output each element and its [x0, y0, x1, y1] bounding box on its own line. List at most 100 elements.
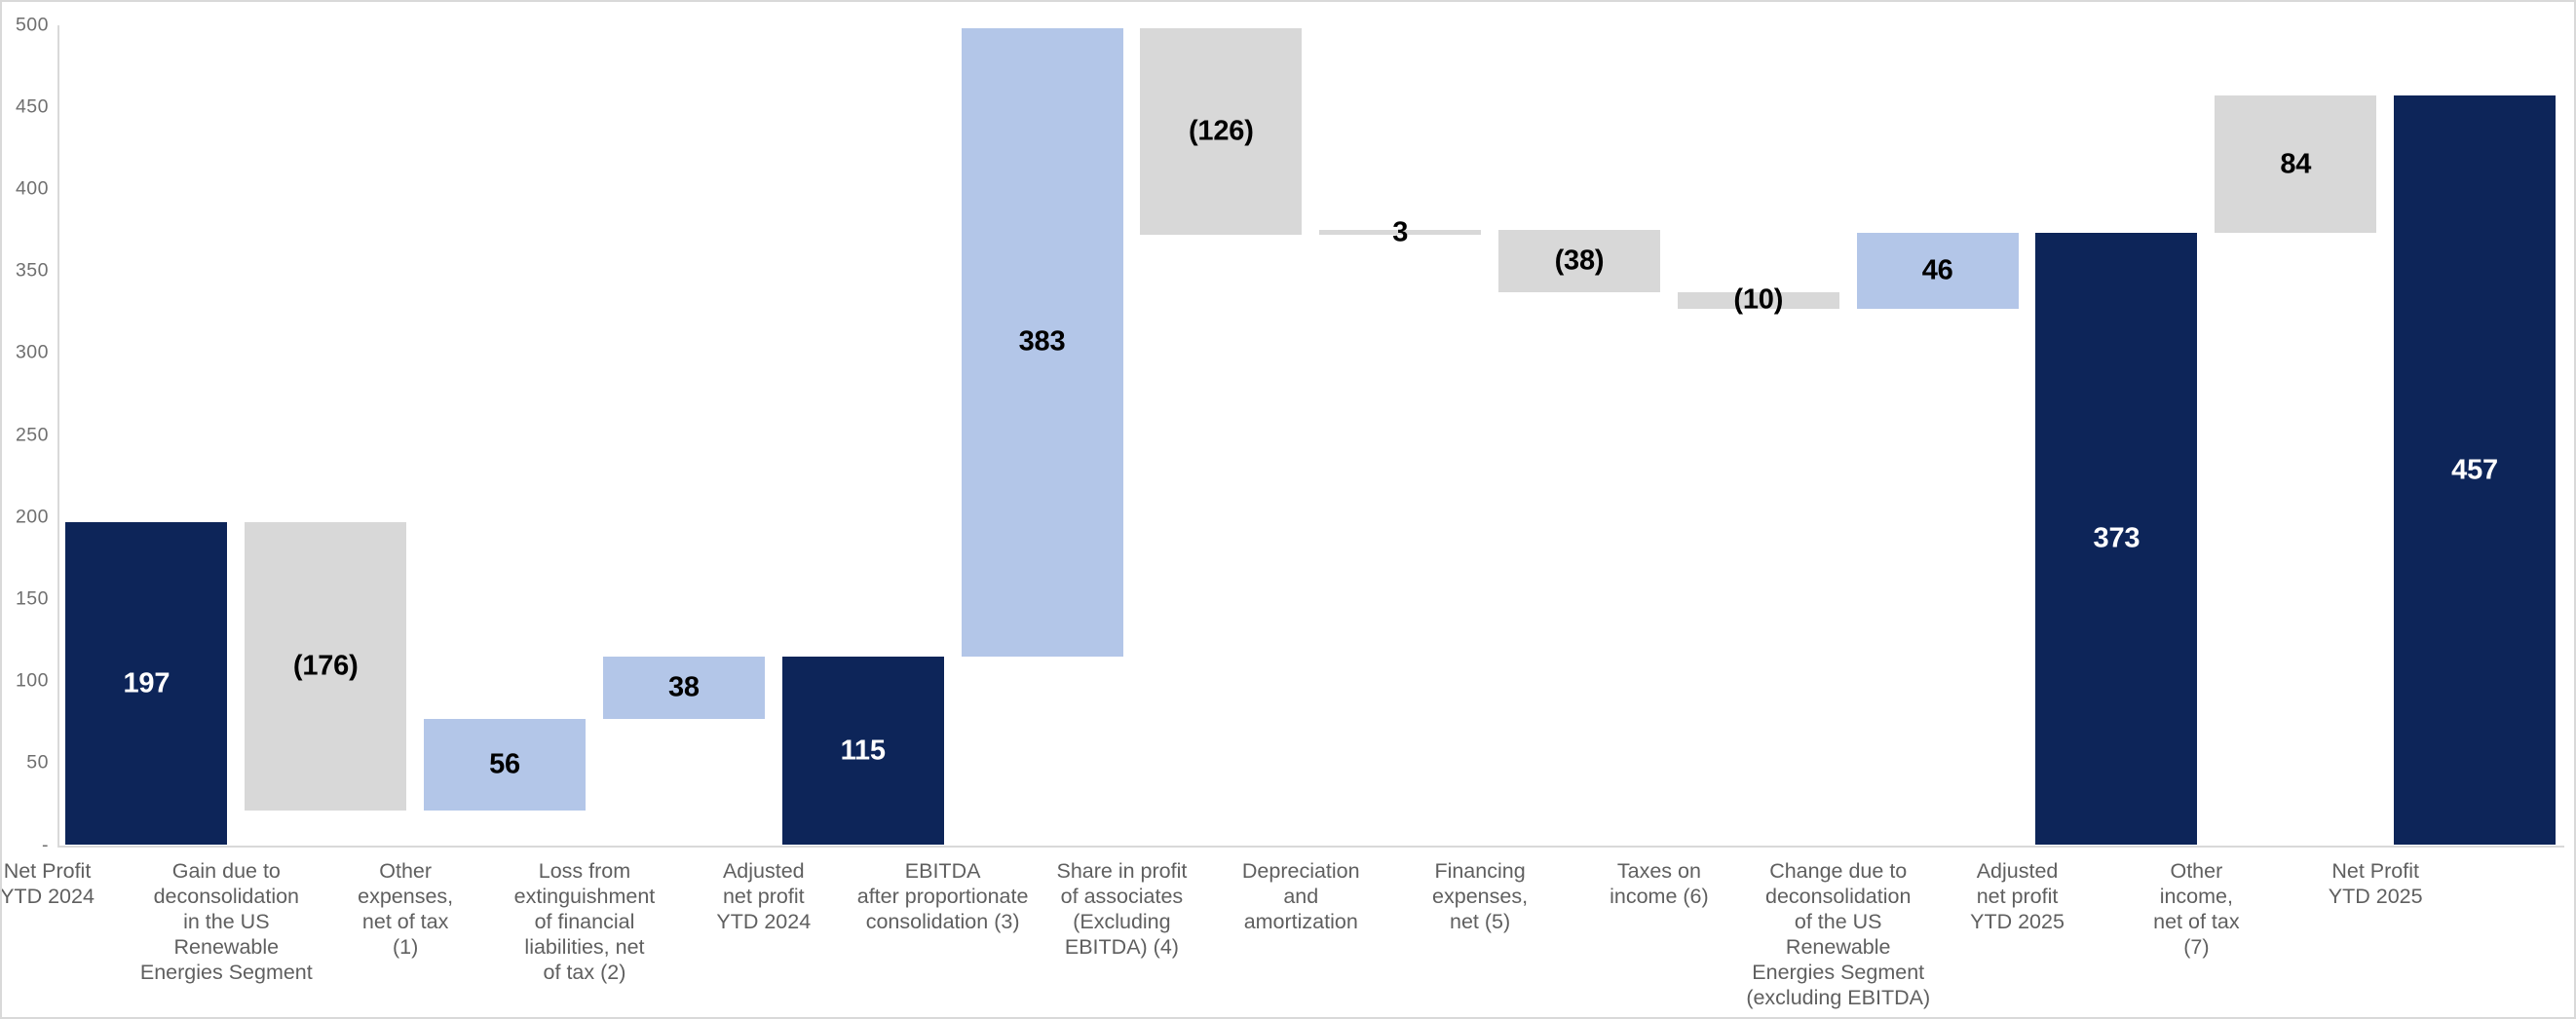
- category-label-line: YTD 2024: [0, 885, 95, 908]
- category-label-line: Loss from: [538, 859, 631, 883]
- waterfall-bar-2: [245, 521, 407, 811]
- category-label-line: liabilities, net: [524, 935, 645, 959]
- y-axis-tick-label: 150: [15, 587, 49, 610]
- waterfall-bar-9: [1497, 230, 1660, 292]
- category-label-line: of associates: [1060, 885, 1184, 908]
- x-axis-line: [57, 845, 2564, 848]
- category-label-5: Adjusted net profit YTD 2024: [664, 858, 863, 934]
- category-label-10: Taxes on income (6): [1560, 858, 1759, 909]
- category-label-6: EBITDA after proportionate consolidation (…: [844, 858, 1042, 934]
- bar-value-label: (38): [1554, 245, 1605, 277]
- y-axis-tick-label: 50: [26, 751, 49, 774]
- category-label-line: YTD 2024: [716, 910, 812, 933]
- category-label-line: of financial: [534, 910, 635, 933]
- category-label-line: deconsolidation: [153, 885, 300, 908]
- category-label-line: Energies Segment: [1752, 961, 1925, 984]
- category-label-1: Net Profit YTD 2024: [0, 858, 146, 909]
- category-label-line: YTD 2025: [1970, 910, 2065, 933]
- category-label-11: Change due to deconsolidation of the US Ren…: [1739, 858, 1938, 1010]
- category-label-line: in the US: [183, 910, 270, 933]
- bar-value-label: 3: [1392, 216, 1409, 248]
- category-label-7: Share in profit of associates (Excluding EB…: [1023, 858, 1222, 960]
- category-label-line: (7): [2183, 935, 2210, 959]
- category-label-line: Net Profit: [2331, 859, 2419, 883]
- bar-value-label: 46: [1921, 254, 1953, 286]
- waterfall-bar-6: [961, 27, 1123, 657]
- category-label-8: Depreciation and amortization: [1201, 858, 1400, 934]
- bar-value-label: 115: [840, 735, 886, 767]
- waterfall-bar-11: [1856, 233, 2019, 309]
- category-label-14: Net Profit YTD 2025: [2276, 858, 2475, 909]
- bar-value-label: 197: [123, 667, 170, 699]
- category-label-line: net profit: [1976, 885, 2059, 908]
- category-label-line: Financing: [1434, 859, 1526, 883]
- category-label-line: Net Profit: [3, 859, 92, 883]
- waterfall-bar-14: [2394, 94, 2557, 846]
- category-label-line: deconsolidation: [1765, 885, 1912, 908]
- waterfall-bar-12: [2035, 233, 2198, 846]
- bar-value-label: (10): [1733, 283, 1784, 316]
- bar-value-label: 457: [2451, 454, 2498, 486]
- category-label-13: Other income, net of tax (7): [2097, 858, 2295, 960]
- category-label-3: Other expenses, net of tax (1): [306, 858, 505, 960]
- bar-value-label: (126): [1188, 115, 1254, 147]
- category-label-line: net (5): [1449, 910, 1511, 933]
- category-label-line: of tax (2): [543, 961, 626, 984]
- y-axis-tick-label: 100: [15, 669, 49, 692]
- bar-value-label: 56: [489, 748, 520, 780]
- category-label-line: amortization: [1243, 910, 1358, 933]
- category-label-line: income (6): [1610, 885, 1709, 908]
- category-label-line: income,: [2159, 885, 2233, 908]
- bar-value-label: 383: [1018, 325, 1066, 358]
- category-label-line: (excluding EBITDA): [1746, 986, 1931, 1009]
- waterfall-bar-3: [424, 718, 587, 811]
- category-label-line: Other: [2170, 859, 2223, 883]
- category-label-line: net profit: [722, 885, 805, 908]
- y-axis-tick-label: 200: [15, 506, 49, 528]
- category-label-line: extinguishment: [513, 885, 656, 908]
- y-axis-line: [57, 24, 59, 848]
- bar-value-label: 38: [667, 671, 700, 703]
- category-label-line: Share in profit: [1056, 859, 1188, 883]
- category-label-line: Energies Segment: [139, 961, 313, 984]
- bar-value-label: (176): [292, 650, 359, 682]
- category-label-4: Loss from extinguishment of financial liabi…: [485, 858, 684, 985]
- category-label-line: net of tax: [361, 910, 449, 933]
- waterfall-bar-10: [1677, 291, 1839, 309]
- category-label-line: (Excluding: [1073, 910, 1171, 933]
- y-axis-tick-label: 500: [15, 14, 49, 35]
- bar-value-label: 84: [2280, 148, 2312, 180]
- category-label-line: of the US: [1794, 910, 1882, 933]
- category-label-line: EBITDA) (4): [1064, 935, 1179, 959]
- category-label-line: Depreciation: [1241, 859, 1360, 883]
- category-label-line: expenses,: [1432, 885, 1529, 908]
- category-label-12: Adjusted net profit YTD 2025: [1918, 858, 2117, 934]
- category-label-2: Gain due to deconsolidation in the US Renew…: [127, 858, 325, 985]
- category-label-line: Gain due to: [171, 859, 281, 883]
- bar-value-label: 373: [2093, 522, 2140, 554]
- category-label-line: Adjusted: [1976, 859, 2059, 883]
- waterfall-bar-13: [2215, 94, 2377, 234]
- waterfall-bar-4: [602, 656, 765, 719]
- waterfall-bar-7: [1140, 27, 1303, 236]
- waterfall-bar-5: [781, 656, 944, 846]
- y-axis-tick-label: 400: [15, 177, 49, 200]
- category-label-line: (1): [393, 935, 419, 959]
- category-label-line: YTD 2025: [2328, 885, 2423, 908]
- category-label-line: consolidation (3): [865, 910, 1020, 933]
- y-axis-tick-label: -: [42, 834, 49, 855]
- category-label-line: Adjusted: [722, 859, 805, 883]
- category-label-line: and: [1283, 885, 1319, 908]
- category-label-line: Renewable: [1785, 935, 1891, 959]
- category-label-line: Renewable: [173, 935, 280, 959]
- y-axis-tick-label: 450: [15, 95, 49, 118]
- category-label-line: Change due to: [1769, 859, 1908, 883]
- category-label-line: Other: [379, 859, 433, 883]
- y-axis-tick-label: 250: [15, 424, 49, 445]
- y-axis-tick-label: 300: [15, 341, 49, 363]
- waterfall-bar-8: [1319, 230, 1482, 236]
- category-label-9: Financing expenses, net (5): [1381, 858, 1579, 934]
- category-label-line: EBITDA: [904, 859, 981, 883]
- category-label-line: expenses,: [358, 885, 454, 908]
